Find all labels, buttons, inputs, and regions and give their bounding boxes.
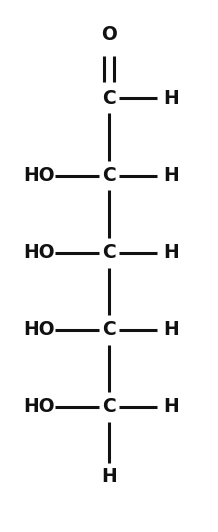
Text: HO: HO xyxy=(23,166,54,185)
Text: H: H xyxy=(101,467,117,486)
Text: C: C xyxy=(102,397,116,417)
Text: H: H xyxy=(163,166,179,185)
Text: HO: HO xyxy=(23,397,54,417)
Text: HO: HO xyxy=(23,243,54,262)
Text: C: C xyxy=(102,243,116,262)
Text: C: C xyxy=(102,89,116,108)
Text: O: O xyxy=(101,25,117,44)
Text: H: H xyxy=(163,320,179,339)
Text: H: H xyxy=(163,243,179,262)
Text: C: C xyxy=(102,320,116,339)
Text: H: H xyxy=(163,89,179,108)
Text: H: H xyxy=(163,397,179,417)
Text: C: C xyxy=(102,166,116,185)
Text: HO: HO xyxy=(23,320,54,339)
